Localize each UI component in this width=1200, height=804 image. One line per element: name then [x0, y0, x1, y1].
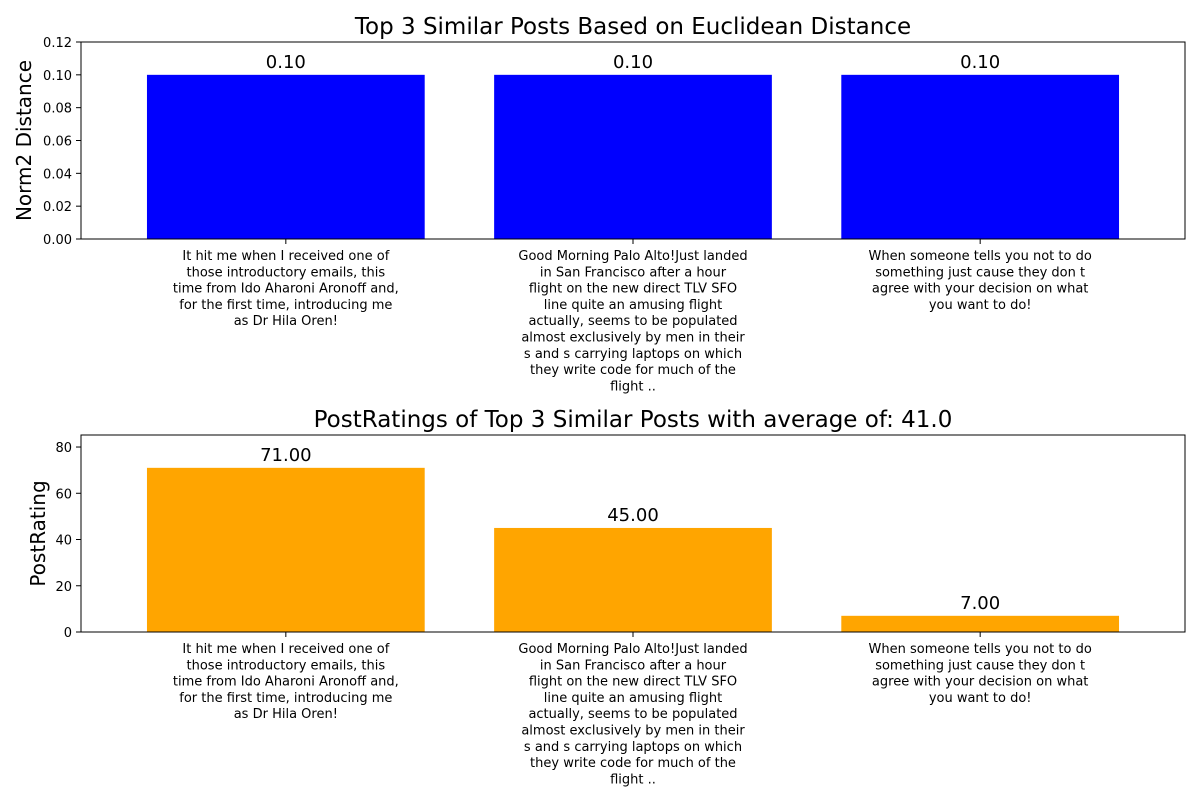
x-tick-label-line: those introductory emails, this: [187, 265, 386, 280]
x-tick-label-line: as Dr Hila Oren!: [234, 707, 338, 722]
data-label-3: 7.00: [960, 593, 1000, 614]
x-tick-label-line: they write code for much of the: [530, 756, 736, 771]
x-tick-label-line: time from Ido Aharoni Aronoff and,: [173, 282, 399, 297]
subplot-1: 0.10 0.10 0.10 0.00 0.02 0.04 0.06 0.08 0.10 0.12…: [12, 14, 1186, 394]
bar-2: [494, 74, 772, 239]
bar-1: [146, 74, 425, 239]
x-tick-label-line: actually, seems to be populated: [528, 707, 737, 722]
x-tick-label-line: they write code for much of the: [530, 363, 736, 378]
x-tick-label-3: When someone tells you not to do somethin…: [869, 642, 1092, 706]
y-tick-label-5: 0.08: [43, 102, 72, 117]
x-tick-label-line: for the first time, introducing me: [179, 298, 392, 313]
x-tick-label-3: When someone tells you not to do somethin…: [869, 249, 1092, 313]
data-label-1: 71.00: [260, 445, 312, 466]
x-tick-label-line: something just cause they don t: [875, 265, 1085, 280]
x-tick-label-line: almost exclusively by men in their: [521, 331, 745, 346]
bar-2: [494, 527, 772, 632]
x-tick-label-line: you want to do!: [929, 691, 1032, 706]
y-tick-label-7: 0.12: [43, 36, 72, 51]
y-tick-label-2: 20: [55, 580, 72, 595]
data-label-2: 45.00: [607, 505, 659, 526]
x-tick-label-line: s and s carrying laptops on which: [524, 740, 742, 755]
x-tick-label-line: something just cause they don t: [875, 658, 1085, 673]
y-tick-label-2: 0.02: [43, 200, 72, 215]
y-axis-label: PostRating: [26, 480, 50, 586]
y-tick-label-4: 0.06: [43, 135, 72, 150]
x-tick-label-line: agree with your decision on what: [872, 282, 1088, 297]
x-tick-label-line: in San Francisco after a hour: [540, 265, 727, 280]
x-tick-label-line: actually, seems to be populated: [528, 314, 737, 329]
x-tick-label-line: flight on the new direct TLV SFO: [529, 675, 737, 690]
bar-1: [146, 467, 425, 632]
x-tick-label-line: flight ..: [610, 379, 656, 394]
subplot-2: 71.00 45.00 7.00 0 20 40 60 80 It hit me when I …: [26, 407, 1186, 787]
data-label-3: 0.10: [960, 52, 1000, 73]
x-tick-label-line: When someone tells you not to do: [869, 642, 1092, 657]
x-tick-label-1: It hit me when I received one of those in…: [173, 642, 399, 722]
x-tick-label-line: Good Morning Palo Alto!Just landed: [518, 249, 747, 264]
x-tick-label-line: It hit me when I received one of: [182, 249, 389, 264]
x-tick-label-line: almost exclusively by men in their: [521, 724, 745, 739]
x-tick-label-2: Good Morning Palo Alto!Just landed in San…: [518, 642, 747, 787]
data-label-2: 0.10: [613, 52, 653, 73]
x-tick-label-line: line quite an amusing flight: [544, 691, 723, 706]
y-tick-label-1: 0: [64, 626, 72, 641]
bar-3: [841, 74, 1120, 239]
x-tick-label-line: time from Ido Aharoni Aronoff and,: [173, 675, 399, 690]
chart-title: PostRatings of Top 3 Similar Posts with …: [314, 407, 953, 433]
x-tick-label-line: s and s carrying laptops on which: [524, 347, 742, 362]
x-tick-label-line: you want to do!: [929, 298, 1032, 313]
y-tick-label-1: 0.00: [43, 233, 72, 248]
y-tick-label-3: 0.04: [43, 167, 72, 182]
y-axis-label: Norm2 Distance: [12, 60, 36, 221]
x-tick-label-line: Good Morning Palo Alto!Just landed: [518, 642, 747, 657]
y-tick-label-4: 60: [55, 487, 72, 502]
x-tick-label-2: Good Morning Palo Alto!Just landed in San…: [518, 249, 747, 394]
x-tick-label-line: in San Francisco after a hour: [540, 658, 727, 673]
x-tick-label-line: It hit me when I received one of: [182, 642, 389, 657]
chart-title: Top 3 Similar Posts Based on Euclidean D…: [354, 14, 911, 40]
x-tick-label-line: as Dr Hila Oren!: [234, 314, 338, 329]
x-tick-label-line: flight ..: [610, 772, 656, 787]
y-tick-label-3: 40: [55, 534, 72, 549]
x-tick-label-line: for the first time, introducing me: [179, 691, 392, 706]
y-tick-label-5: 80: [55, 441, 72, 456]
bar-3: [841, 615, 1120, 632]
x-tick-label-line: agree with your decision on what: [872, 675, 1088, 690]
x-tick-label-line: those introductory emails, this: [187, 658, 386, 673]
x-tick-label-line: line quite an amusing flight: [544, 298, 723, 313]
data-label-1: 0.10: [266, 52, 306, 73]
x-tick-label-line: When someone tells you not to do: [869, 249, 1092, 264]
x-tick-label-line: flight on the new direct TLV SFO: [529, 282, 737, 297]
y-tick-label-6: 0.10: [43, 69, 72, 84]
x-tick-label-1: It hit me when I received one of those in…: [173, 249, 399, 329]
